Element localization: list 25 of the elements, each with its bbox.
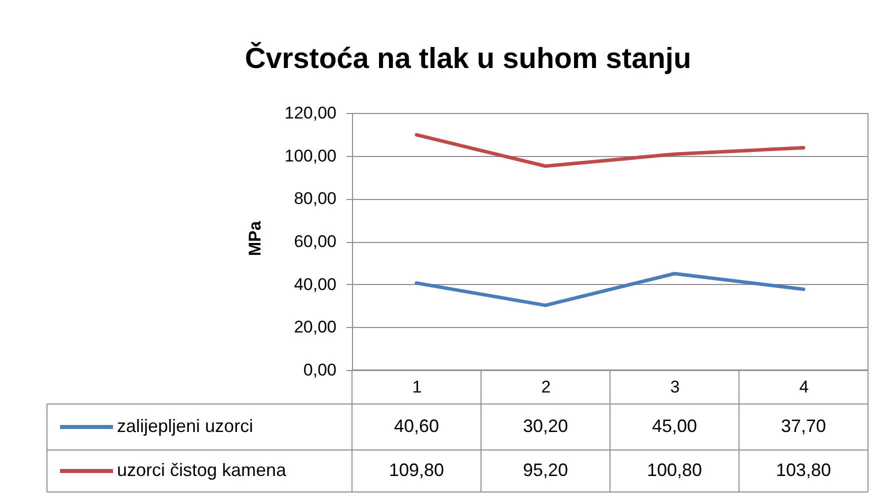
data-label: 37,70	[780, 416, 826, 436]
x-tick-label: 2	[541, 378, 551, 396]
y-tick-label: 100,00	[284, 146, 336, 166]
y-tick-label: 20,00	[294, 318, 336, 337]
line-series	[414, 133, 806, 168]
y-tick-label: 120,00	[284, 104, 336, 122]
x-tick-label: 1	[412, 378, 422, 396]
data-label: 40,60	[394, 416, 440, 436]
y-tick-label: 0,00	[303, 360, 336, 380]
line-series	[414, 272, 806, 308]
data-label: 103,80	[776, 460, 832, 480]
data-label: 95,20	[522, 460, 568, 480]
data-label: 109,80	[388, 460, 444, 480]
y-tick-label: 40,00	[294, 274, 336, 294]
y-tick-label: 80,00	[294, 189, 336, 208]
legend-label: zalijepljeni uzorci	[117, 416, 254, 436]
data-label: 45,00	[652, 416, 698, 436]
legend-label: uzorci čistog kamena	[117, 460, 288, 480]
data-label: 30,20	[522, 416, 568, 436]
x-tick-label: 3	[670, 378, 680, 396]
x-tick-label: 4	[799, 378, 809, 396]
y-axis-title: MPa	[246, 220, 264, 256]
data-label: 100,80	[646, 460, 702, 480]
chart-title: Čvrstoća na tlak u suhom stanju	[244, 42, 692, 75]
y-tick-label: 60,00	[294, 232, 336, 251]
